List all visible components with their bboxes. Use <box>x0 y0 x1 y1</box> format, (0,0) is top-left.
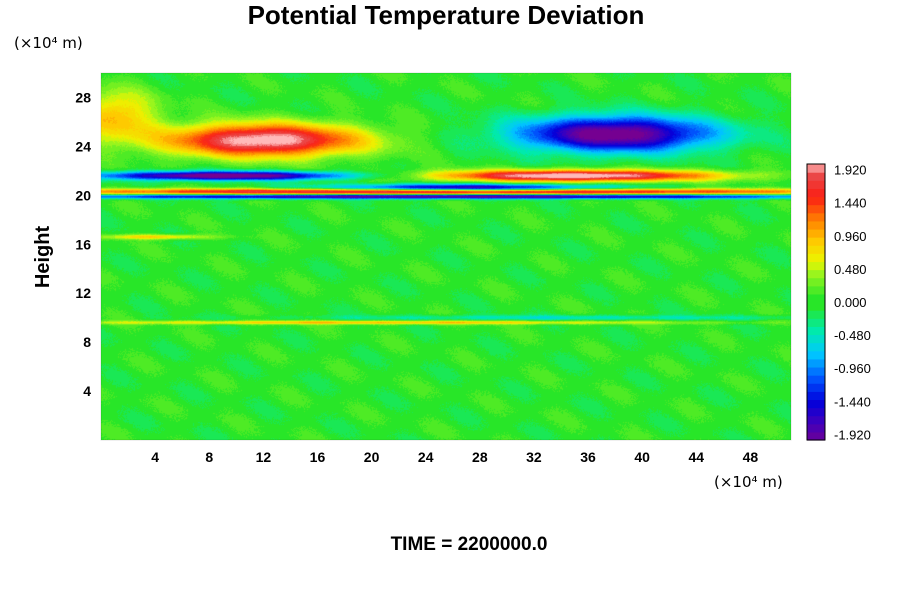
y-axis-unit: (×10⁴ m) <box>14 34 83 52</box>
x-tick-label: 4 <box>151 449 159 465</box>
colorbar-tick-labels: -1.920 -1.440 -0.960 -0.480 0.000 0.480 0.960 1… <box>834 163 871 443</box>
colorbar-tick-label: 1.920 <box>834 163 867 178</box>
x-tick-label: 40 <box>634 449 650 465</box>
colorbar-swatch <box>807 375 825 384</box>
y-axis-ticks: 4 8 12 16 20 24 28 <box>75 89 91 399</box>
y-tick-label: 8 <box>83 334 91 350</box>
x-tick-label: 36 <box>580 449 596 465</box>
colorbar-swatch <box>807 350 825 360</box>
colorbar-swatch <box>807 164 825 173</box>
x-tick-label: 24 <box>418 449 434 465</box>
colorbar-tick-label: 0.000 <box>834 295 867 310</box>
colorbar-swatch <box>807 269 825 279</box>
y-tick-label: 12 <box>75 285 91 301</box>
colorbar-swatch <box>807 196 825 206</box>
x-tick-label: 28 <box>472 449 488 465</box>
colorbar-swatch <box>807 188 825 198</box>
y-tick-label: 20 <box>75 187 91 203</box>
colorbar-swatch <box>807 245 825 254</box>
colorbar-swatch <box>807 407 825 417</box>
x-tick-label: 32 <box>526 449 542 465</box>
colorbar-frame <box>806 163 826 441</box>
colorbar-swatch <box>807 277 825 287</box>
x-tick-label: 16 <box>310 449 326 465</box>
colorbar-swatch <box>807 285 825 295</box>
colorbar-tick-label: -0.480 <box>834 328 871 343</box>
colorbar-swatch <box>807 228 825 238</box>
colorbar-swatch <box>807 180 825 189</box>
y-tick-label: 4 <box>83 383 91 399</box>
x-axis-unit: (×10⁴ m) <box>714 473 783 491</box>
colorbar-swatch <box>807 237 825 246</box>
heatmap-canvas <box>101 73 791 440</box>
y-tick-label: 24 <box>75 138 91 154</box>
chart-title: Potential Temperature Deviation <box>248 0 645 30</box>
colorbar-tick-label: -0.960 <box>834 361 871 376</box>
colorbar-swatch <box>807 358 825 368</box>
colorbar-swatch <box>807 326 825 336</box>
time-label: TIME = 2200000.0 <box>391 534 548 555</box>
y-tick-label: 16 <box>75 236 91 252</box>
colorbar-swatch <box>807 423 825 433</box>
colorbar-swatch <box>807 415 825 425</box>
colorbar-swatch <box>807 383 825 392</box>
x-axis-ticks: 4 8 12 16 20 24 28 32 36 40 44 48 <box>151 449 758 465</box>
colorbar-swatch <box>807 431 825 441</box>
colorbar-swatch <box>807 366 825 376</box>
x-tick-label: 44 <box>689 449 705 465</box>
colorbar-swatch <box>807 220 825 230</box>
colorbar-tick-label: 0.960 <box>834 229 867 244</box>
colorbar <box>806 163 826 441</box>
colorbar-swatch <box>807 293 825 303</box>
colorbar-tick-label: 1.440 <box>834 196 867 211</box>
colorbar-swatch <box>807 302 825 311</box>
x-tick-label: 20 <box>364 449 380 465</box>
plot-area <box>101 73 791 440</box>
colorbar-swatch <box>807 334 825 344</box>
colorbar-swatch <box>807 318 825 327</box>
colorbar-tick-label: 0.480 <box>834 262 867 277</box>
x-tick-label: 12 <box>256 449 272 465</box>
colorbar-swatch <box>807 204 825 214</box>
colorbar-swatch <box>807 310 825 319</box>
colorbar-swatch <box>807 391 825 401</box>
colorbar-tick-label: -1.440 <box>834 394 871 409</box>
plot-frame <box>100 72 792 441</box>
y-tick-label: 28 <box>75 89 91 105</box>
colorbar-swatch <box>807 342 825 352</box>
colorbar-swatch <box>807 399 825 409</box>
colorbar-swatch <box>807 172 825 181</box>
y-axis-label: Height <box>32 226 54 289</box>
colorbar-swatch <box>807 261 825 271</box>
colorbar-tick-label: -1.920 <box>834 427 871 442</box>
x-tick-label: 8 <box>205 449 213 465</box>
colorbar-swatch <box>807 253 825 263</box>
x-tick-label: 48 <box>743 449 759 465</box>
colorbar-swatch <box>807 212 825 222</box>
